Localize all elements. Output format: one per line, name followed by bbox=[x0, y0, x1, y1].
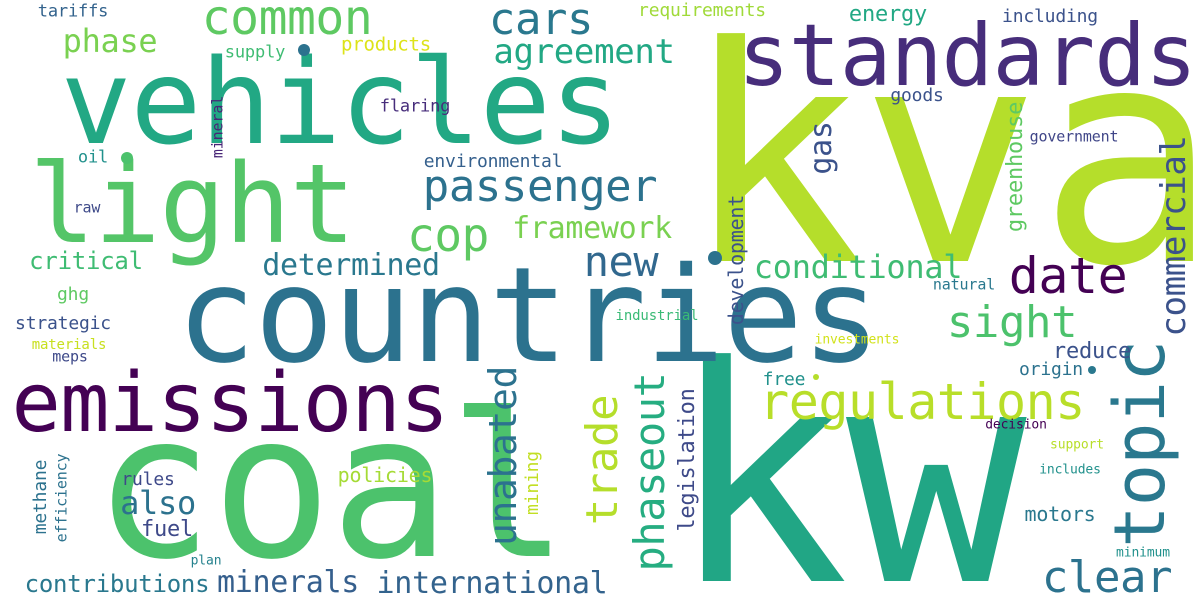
dot-2 bbox=[121, 152, 133, 164]
word-government: government bbox=[1030, 130, 1119, 145]
word-materials: materials bbox=[32, 338, 107, 352]
word-methane: methane bbox=[32, 460, 50, 535]
dot-3 bbox=[708, 251, 722, 265]
word-energy: energy bbox=[849, 4, 927, 26]
word-flaring: flaring bbox=[380, 99, 450, 116]
word-fuel: fuel bbox=[141, 519, 193, 541]
word-topic: topic bbox=[1105, 340, 1175, 547]
dot-1 bbox=[298, 44, 310, 56]
word-including: including bbox=[1002, 8, 1098, 26]
word-policies: policies bbox=[338, 465, 433, 485]
word-commercial: commercial bbox=[1157, 135, 1191, 336]
word-ghg: ghg bbox=[57, 286, 89, 304]
word-includes: includes bbox=[1039, 464, 1101, 477]
word-free: free bbox=[763, 371, 806, 389]
word-determined: determined bbox=[262, 251, 440, 281]
word-motors: motors bbox=[1024, 504, 1095, 524]
word-requirements: requirements bbox=[638, 2, 766, 20]
word-support: support bbox=[1050, 439, 1104, 452]
word-oil: oil bbox=[78, 150, 108, 167]
word-environmental: environmental bbox=[424, 153, 563, 171]
word-unabated: unabated bbox=[484, 366, 522, 546]
dot-4 bbox=[1088, 366, 1096, 374]
word-industrial: industrial bbox=[616, 309, 699, 323]
word-decision: decision bbox=[985, 419, 1047, 432]
word-emissions: emissions bbox=[12, 363, 449, 445]
word-tariffs: tariffs bbox=[38, 4, 108, 21]
word-greenhouse: greenhouse bbox=[1005, 102, 1027, 232]
word-strategic: strategic bbox=[15, 315, 111, 333]
word-phase: phase bbox=[63, 25, 158, 57]
word-agreement: agreement bbox=[493, 35, 674, 69]
word-trade: trade bbox=[581, 395, 625, 525]
word-origin: origin bbox=[1019, 361, 1083, 379]
word-natural: natural bbox=[933, 278, 995, 293]
word-standards: standards bbox=[738, 13, 1196, 99]
word-development: development bbox=[726, 195, 746, 325]
word-also: also bbox=[120, 487, 196, 519]
word-goods: goods bbox=[890, 87, 943, 105]
word-international: international bbox=[377, 569, 608, 599]
word-plan: plan bbox=[191, 555, 222, 568]
word-supply: supply bbox=[225, 45, 285, 62]
word-new: new bbox=[584, 241, 659, 283]
word-mineral: mineral bbox=[211, 96, 226, 158]
word-legislation: legislation bbox=[677, 388, 699, 531]
word-mining: mining bbox=[524, 451, 542, 515]
word-critical: critical bbox=[29, 249, 143, 273]
word-conditional: conditional bbox=[754, 251, 962, 283]
word-raw: raw bbox=[74, 201, 101, 216]
word-investments: investments bbox=[815, 334, 900, 347]
word-date: date bbox=[1009, 251, 1127, 301]
word-rules: rules bbox=[121, 471, 174, 489]
dot-5 bbox=[813, 374, 819, 380]
word-products: products bbox=[341, 36, 431, 55]
word-minimum: minimum bbox=[1116, 547, 1170, 560]
word-efficiency: efficiency bbox=[55, 454, 70, 543]
word-minerals: minerals bbox=[217, 568, 359, 598]
word-gas: gas bbox=[807, 121, 837, 174]
word-contributions: contributions bbox=[25, 572, 210, 596]
word-phaseout: phaseout bbox=[629, 373, 671, 572]
word-clear: clear bbox=[1042, 556, 1172, 600]
word-framework: framework bbox=[512, 214, 672, 244]
